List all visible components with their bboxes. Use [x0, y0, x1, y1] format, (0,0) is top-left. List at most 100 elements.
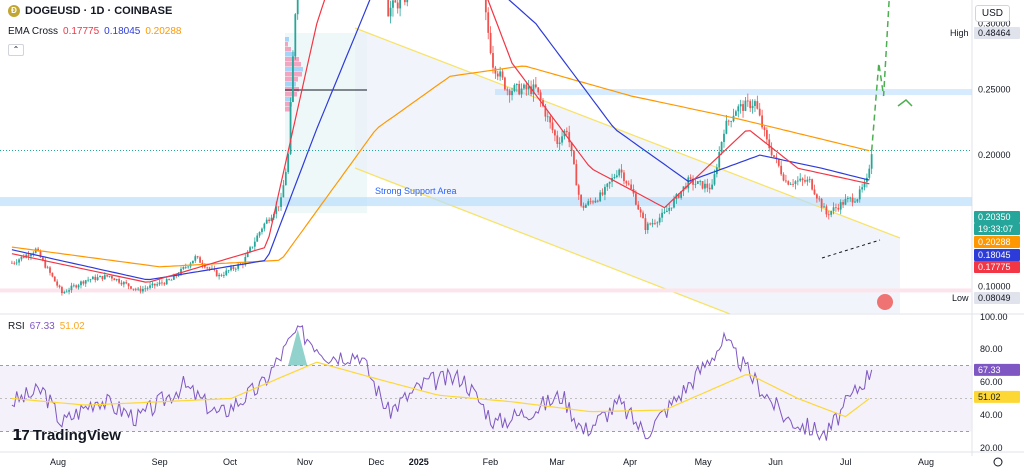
candle-body	[589, 201, 592, 203]
candle-body	[670, 207, 673, 209]
candle-body	[389, 7, 392, 17]
candle-body	[103, 275, 106, 280]
candle-body	[511, 91, 513, 96]
candle-body	[168, 279, 170, 280]
candle-body	[163, 283, 166, 285]
ema-fast-line	[11, 0, 870, 283]
rising-trendline	[821, 239, 881, 259]
candle-body	[627, 183, 630, 185]
candle-body	[658, 217, 661, 223]
candle-body	[730, 121, 733, 122]
candle-body	[96, 277, 99, 281]
candle-body	[70, 285, 73, 291]
candle-body	[137, 288, 140, 290]
time-tick-label: Nov	[297, 457, 314, 467]
candle-body	[756, 101, 759, 109]
candle-body	[699, 181, 702, 182]
candle-body	[599, 192, 602, 202]
rsi-value: 67.33	[29, 321, 55, 332]
collapse-legend-icon[interactable]: ⌃	[8, 44, 24, 56]
doge-coin-icon: Ð	[8, 5, 20, 17]
candle-body	[134, 288, 137, 290]
time-tick-label: Jun	[768, 457, 783, 467]
candle-body	[20, 256, 23, 260]
candle-body	[604, 186, 606, 195]
ema-slow-line	[11, 65, 870, 268]
candle-body	[258, 232, 261, 236]
candle-body	[787, 181, 790, 185]
candle-body	[701, 181, 704, 189]
candle-body	[649, 223, 652, 225]
volume-profile-bar	[285, 67, 303, 72]
candle-body	[573, 151, 575, 165]
rsi-legend[interactable]: RSI 67.33 51.02	[8, 321, 85, 332]
candle-body	[630, 184, 633, 189]
candle-body	[396, 2, 399, 9]
candle-body	[594, 200, 597, 203]
candle-body	[125, 282, 128, 284]
candle-body	[568, 132, 571, 143]
volume-profile-bar	[285, 47, 291, 52]
candle-body	[704, 183, 706, 189]
candle-body	[742, 104, 744, 111]
candle-body	[706, 183, 709, 188]
low-price-label: 0.08049	[978, 293, 1011, 303]
candle-body	[265, 219, 268, 224]
price-tick-label: 0.20000	[978, 150, 1011, 160]
candle-body	[732, 115, 735, 122]
candle-body	[575, 164, 578, 186]
ema-slow-axis-label-bg	[974, 236, 1020, 248]
volume-profile-bar	[285, 102, 292, 107]
candle-body	[677, 194, 680, 198]
candle-body	[815, 194, 818, 199]
candle-body	[556, 135, 559, 144]
candle-body	[196, 256, 199, 258]
candle-body	[30, 254, 32, 257]
ema-mid-line	[11, 0, 870, 281]
candle-body	[268, 219, 271, 222]
last-price-label: 0.20350	[978, 212, 1011, 222]
resistance-zone	[495, 89, 972, 96]
candle-body	[530, 86, 532, 95]
candle-body	[280, 197, 282, 207]
candle-body	[161, 282, 163, 284]
ema-legend[interactable]: EMA Cross 0.17775 0.18045 0.20288	[8, 26, 181, 37]
candle-body	[94, 276, 97, 281]
candle-body	[146, 287, 149, 289]
tradingview-logo[interactable]: 𝟭7 TradingView	[12, 426, 121, 445]
low-price-label-bg	[974, 292, 1020, 304]
candle-body	[115, 279, 118, 281]
candle-body	[768, 139, 771, 149]
candle-body	[796, 180, 799, 182]
candle-body	[863, 181, 866, 188]
rsi-overbought-fill	[288, 329, 308, 366]
candle-body	[832, 207, 835, 212]
candle-body	[792, 183, 794, 185]
time-tick-label: May	[695, 457, 713, 467]
candle-body	[818, 198, 821, 200]
candle-body	[532, 84, 535, 95]
candle-body	[761, 115, 764, 128]
candle-body	[746, 100, 749, 102]
candle-body	[75, 285, 78, 288]
candle-body	[642, 212, 644, 219]
time-tick-label: Jul	[840, 457, 852, 467]
candle-body	[108, 276, 111, 277]
candle-body	[570, 142, 573, 152]
candle-body	[165, 279, 168, 285]
candle-body	[615, 175, 618, 178]
currency-selector[interactable]: USD	[974, 5, 1010, 22]
candle-body	[654, 222, 656, 224]
candle-body	[827, 214, 830, 216]
candle-body	[292, 56, 294, 103]
candle-body	[208, 267, 211, 269]
candle-body	[501, 71, 504, 78]
candle-body	[785, 180, 787, 182]
candle-body	[708, 187, 711, 190]
candle-body	[820, 198, 823, 208]
candle-body	[489, 32, 492, 54]
candle-body	[492, 53, 494, 68]
candle-body	[558, 142, 561, 144]
candle-body	[711, 184, 713, 190]
